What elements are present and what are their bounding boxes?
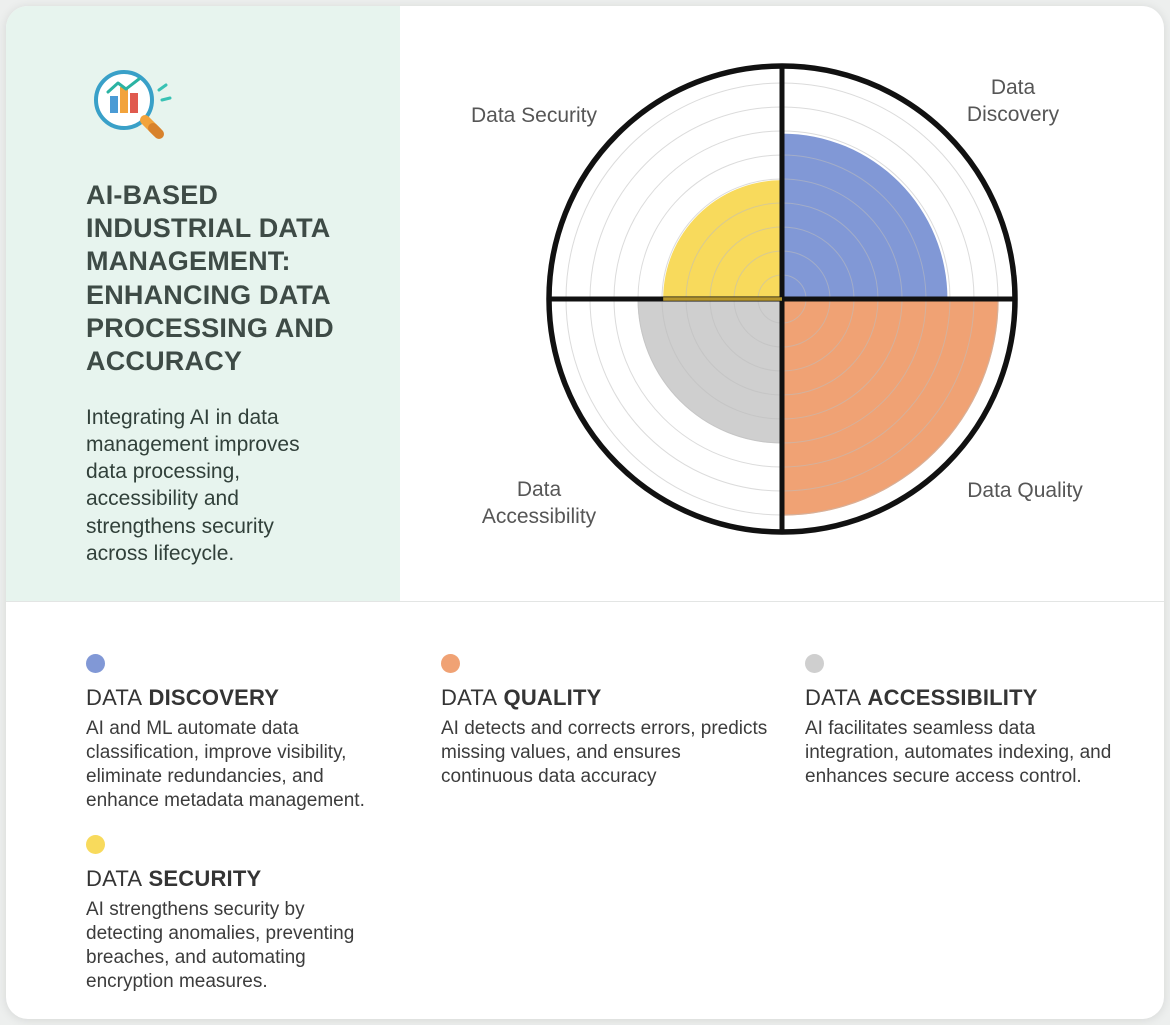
infographic-card: AI-BASED INDUSTRIAL DATA MANAGEMENT: ENH… bbox=[6, 6, 1164, 1019]
legend-title-name: QUALITY bbox=[503, 685, 602, 710]
legend-title-security: DATA SECURITY bbox=[86, 866, 441, 892]
legend-dot-accessibility bbox=[805, 654, 824, 673]
legend-dot-quality bbox=[441, 654, 460, 673]
legend-title-name: SECURITY bbox=[148, 866, 262, 891]
chart-label-data-discovery: Data Discovery bbox=[966, 76, 1060, 127]
legend-title-name: ACCESSIBILITY bbox=[867, 685, 1038, 710]
page-title: AI-BASED INDUSTRIAL DATA MANAGEMENT: ENH… bbox=[86, 180, 334, 377]
legend-text-quality: AI detects and corrects errors, predicts… bbox=[441, 718, 768, 787]
legend-text-discovery: AI and ML automate data classification, … bbox=[86, 718, 365, 811]
legend-item-discovery: DATA DISCOVERY AI and ML automate data c… bbox=[86, 654, 441, 813]
legend-item-accessibility: DATA ACCESSIBILITY AI facilitates seamle… bbox=[805, 654, 1135, 813]
legend-text-security: AI strengthens security by detecting ano… bbox=[86, 899, 355, 992]
legend-text-accessibility: AI facilitates seamless data integration… bbox=[805, 718, 1112, 787]
legend-item-security: DATA SECURITY AI strengthens security by… bbox=[86, 835, 441, 994]
legend-item-quality: DATA QUALITY AI detects and corrects err… bbox=[441, 654, 805, 813]
legend-title-prefix: DATA bbox=[86, 685, 143, 710]
quadrant-chart-area: Data Security Data Discovery Data Qualit… bbox=[400, 6, 1164, 601]
legend-title-prefix: DATA bbox=[86, 866, 143, 891]
legend-title-prefix: DATA bbox=[805, 685, 862, 710]
legend-dot-discovery bbox=[86, 654, 105, 673]
legend-title-accessibility: DATA ACCESSIBILITY bbox=[805, 685, 1135, 711]
legend-section: DATA DISCOVERY AI and ML automate data c… bbox=[6, 602, 1164, 994]
chart-label-data-accessibility: Data Accessibility bbox=[481, 478, 597, 529]
intro-panel: AI-BASED INDUSTRIAL DATA MANAGEMENT: ENH… bbox=[6, 6, 400, 601]
legend-title-name: DISCOVERY bbox=[148, 685, 280, 710]
legend-title-discovery: DATA DISCOVERY bbox=[86, 685, 441, 711]
top-section: AI-BASED INDUSTRIAL DATA MANAGEMENT: ENH… bbox=[6, 6, 1164, 602]
chart-label-data-security: Data Security bbox=[470, 104, 598, 127]
magnifier-chart-icon bbox=[86, 62, 370, 159]
legend-title-quality: DATA QUALITY bbox=[441, 685, 805, 711]
chart-label-data-quality: Data Quality bbox=[967, 479, 1083, 502]
legend-title-prefix: DATA bbox=[441, 685, 498, 710]
quadrant-gauge-chart bbox=[546, 63, 1018, 535]
legend-dot-security bbox=[86, 835, 105, 854]
page-description: Integrating AI in data management improv… bbox=[86, 406, 300, 565]
